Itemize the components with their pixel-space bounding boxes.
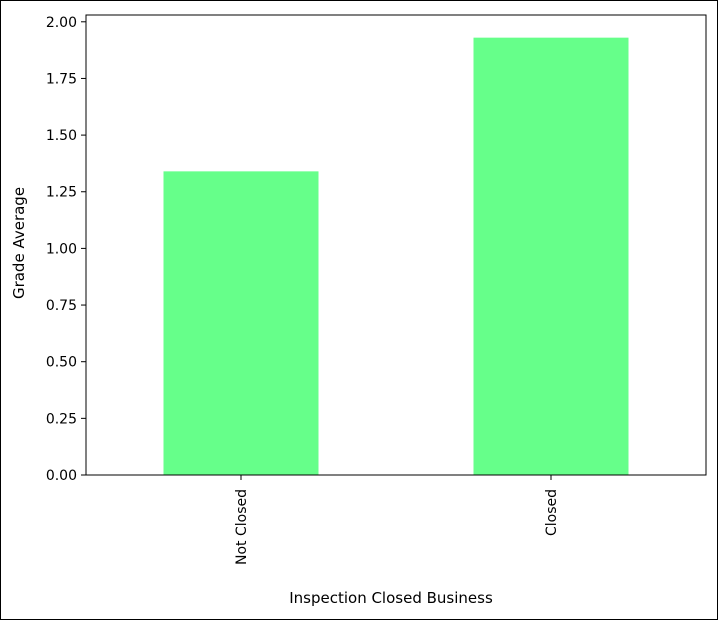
x-axis-label: Inspection Closed Business — [289, 589, 493, 607]
x-tick-label: Closed — [544, 489, 560, 536]
y-tick-label: 1.75 — [46, 71, 77, 87]
y-tick-label: 0.75 — [46, 298, 77, 314]
y-tick-label: 0.25 — [46, 411, 77, 427]
y-tick-label: 2.00 — [46, 15, 77, 31]
x-tick-label: Not Closed — [234, 489, 250, 565]
y-tick-label: 1.50 — [46, 128, 77, 144]
y-tick-label: 0.00 — [46, 468, 77, 484]
x-axis-ticks: Not Closed Closed — [234, 475, 560, 565]
y-axis-label: Grade Average — [10, 187, 28, 299]
y-tick-label: 1.00 — [46, 241, 77, 257]
bar-closed — [473, 37, 629, 476]
y-tick-label: 0.50 — [46, 355, 77, 371]
y-axis-ticks: 0.00 0.25 0.50 0.75 1.00 1.25 1.50 1.75 2.00 — [46, 15, 86, 484]
y-tick-label: 1.25 — [46, 185, 77, 201]
bars-group — [163, 37, 629, 476]
plot-area-frame — [85, 14, 707, 476]
bar-not-closed — [163, 171, 319, 475]
